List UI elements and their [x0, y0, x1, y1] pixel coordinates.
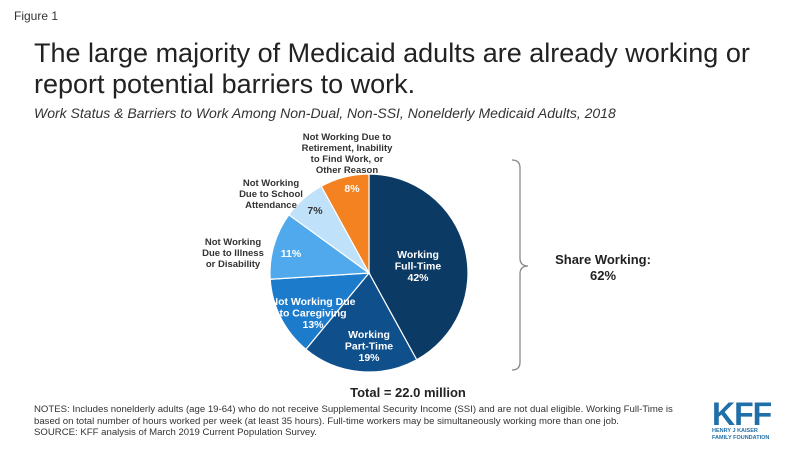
slice-label: Not Working Due to Illness or Disability	[202, 237, 264, 270]
slice-label: Working Part-Time 19%	[345, 329, 393, 364]
pie-slice	[269, 213, 371, 280]
share-working: Share Working: 62%	[548, 252, 658, 284]
pie-slices	[269, 173, 469, 373]
chart-title: The large majority of Medicaid adults ar…	[34, 38, 750, 99]
pie-slice	[368, 173, 469, 361]
logo-subtext: FAMILY FOUNDATION	[712, 434, 770, 441]
pie-slice	[320, 173, 370, 274]
logo-subtext: HENRY J KAISER	[712, 428, 758, 434]
chart-notes: NOTES: Includes nonelderly adults (age 1…	[34, 404, 704, 439]
pie-slice	[305, 271, 418, 373]
share-working-bracket	[511, 159, 529, 371]
total-label: Total = 22.0 million	[350, 385, 466, 400]
source-line: SOURCE: KFF analysis of March 2019 Curre…	[34, 427, 317, 439]
logo-text: KFF	[712, 396, 772, 432]
slice-value: 8%	[344, 183, 360, 195]
kff-logo: KFF HENRY J KAISER FAMILY FOUNDATION	[712, 396, 792, 441]
notes-line: NOTES: Includes nonelderly adults (age 1…	[34, 404, 673, 415]
slice-label: Not Working Due to Retirement, Inability t…	[302, 132, 394, 176]
chart-subtitle: Work Status & Barriers to Work Among Non…	[34, 105, 616, 121]
share-working-value: 62%	[589, 268, 617, 283]
slice-label: Not Working Due to School Attendance	[239, 178, 303, 211]
pie-outer-labels: Not Working Due to Illness or Disability No…	[202, 132, 393, 270]
pie-inner-labels: Working Full-Time 42% Working Part-Time 19%No…	[271, 183, 442, 364]
pie-slice	[269, 272, 371, 351]
slice-label: Not Working Due to Caregiving 13%	[271, 296, 356, 331]
slice-value: 7%	[307, 205, 323, 217]
slice-label: Working Full-Time 42%	[395, 249, 442, 284]
notes-line: based on total number of hours worked pe…	[34, 415, 619, 427]
share-working-label: Share Working:	[555, 252, 651, 267]
figure-label: Figure 1	[14, 9, 59, 23]
slice-value: 11%	[281, 248, 302, 260]
